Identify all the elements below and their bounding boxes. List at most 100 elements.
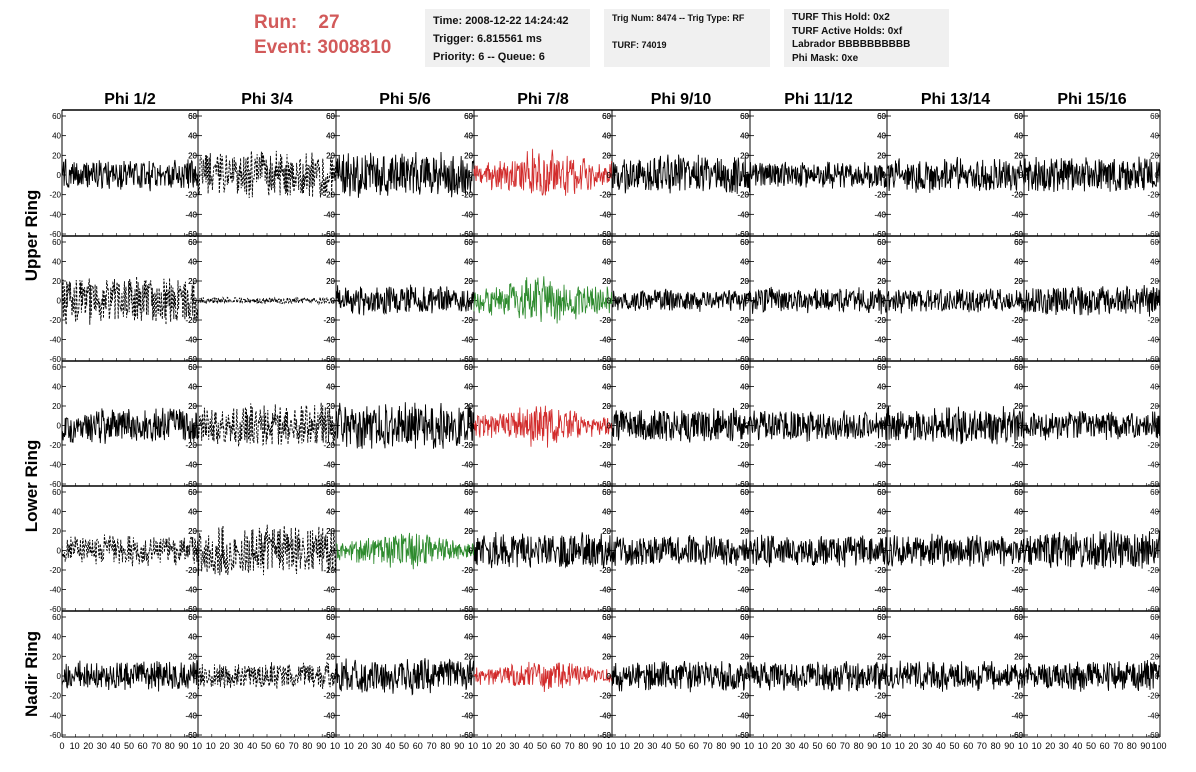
- x-tick-label: 70: [151, 741, 161, 751]
- y-tick-label: 20: [877, 151, 886, 160]
- x-tick-label: 80: [165, 741, 175, 751]
- y-tick-label: 0: [607, 297, 612, 306]
- y-tick-label: -20: [874, 441, 886, 450]
- y-tick-label: 0: [193, 171, 198, 180]
- waveform-panel: -60 -60 -40 -40 -20 -20 0 0 20 20 40 40 60 60: [323, 363, 475, 489]
- y-tick-label: 60: [1014, 238, 1023, 247]
- y-tick-label: 0: [331, 297, 336, 306]
- x-tick-label: 90: [1140, 741, 1150, 751]
- waveform-trace: [473, 148, 613, 196]
- y-tick-label: -20: [1011, 441, 1023, 450]
- y-tick-label: -60: [874, 230, 886, 239]
- y-tick-label: -40: [874, 336, 886, 345]
- y-tick-label: -60: [185, 731, 197, 740]
- y-tick-label: -60: [1147, 605, 1159, 614]
- y-tick-label: 60: [52, 238, 61, 247]
- y-tick-label: -40: [599, 461, 611, 470]
- y-tick-label: 20: [1014, 652, 1023, 661]
- y-tick-label: 20: [188, 277, 197, 286]
- y-tick-label: 20: [740, 402, 749, 411]
- y-tick-label: 60: [877, 112, 886, 121]
- y-tick-label: -20: [1147, 316, 1159, 325]
- y-tick-label: 40: [740, 508, 749, 517]
- x-tick-label: 10: [344, 741, 354, 751]
- y-tick-label: -20: [737, 441, 749, 450]
- y-tick-label: -20: [599, 191, 611, 200]
- y-tick-label: 20: [1150, 277, 1159, 286]
- waveform-panel: -60 -60 -40 -40 -20 -20 0 0 20 20 40 40 60 60: [185, 363, 337, 489]
- y-tick-label: -20: [461, 566, 473, 575]
- row-group-label: Nadir Ring: [22, 631, 41, 717]
- y-tick-label: -40: [874, 336, 886, 345]
- y-tick-label: -20: [185, 191, 197, 200]
- x-tick-label: 10: [1032, 741, 1042, 751]
- x-tick-label: 50: [124, 741, 134, 751]
- y-tick-label: -20: [1147, 441, 1159, 450]
- y-tick-label: 0: [1019, 297, 1024, 306]
- waveform-trace: [749, 410, 888, 442]
- x-tick-label: 10: [744, 741, 754, 751]
- y-tick-label: 40: [877, 258, 886, 267]
- y-tick-label: -60: [874, 480, 886, 489]
- y-tick-label: 60: [326, 363, 335, 372]
- y-tick-label: 0: [57, 672, 62, 681]
- y-tick-label: -40: [1147, 210, 1159, 219]
- y-tick-label: 20: [464, 277, 473, 286]
- y-tick-label: -60: [185, 480, 197, 489]
- y-tick-label: 20: [877, 652, 886, 661]
- y-tick-label: -20: [185, 316, 197, 325]
- y-tick-label: 60: [1150, 613, 1159, 622]
- column-header: Phi 1/2: [104, 91, 156, 108]
- x-tick-label: 10: [895, 741, 905, 751]
- y-tick-label: -40: [461, 711, 473, 720]
- y-tick-label: 60: [1014, 363, 1023, 372]
- y-tick-label: -60: [461, 355, 473, 364]
- y-tick-label: -60: [874, 605, 886, 614]
- y-tick-label: -60: [1011, 355, 1023, 364]
- y-tick-label: 40: [1014, 132, 1023, 141]
- y-tick-label: -40: [599, 210, 611, 219]
- y-tick-label: -40: [599, 336, 611, 345]
- x-tick-label: 10: [606, 741, 616, 751]
- y-tick-label: 20: [188, 402, 197, 411]
- x-tick-label: 20: [1045, 741, 1055, 751]
- x-tick-label: 70: [289, 741, 299, 751]
- y-tick-label: 60: [1014, 363, 1023, 372]
- waveform-panel: -60 -60 -40 -40 -20 -20 0 0 20 20 40 40 60 60: [874, 363, 1025, 489]
- y-tick-label: 60: [464, 112, 473, 121]
- y-tick-label: -60: [737, 605, 749, 614]
- y-tick-label: 40: [1014, 633, 1023, 642]
- y-tick-label: -40: [323, 210, 335, 219]
- x-tick-label: 60: [963, 741, 973, 751]
- y-tick-label: 0: [469, 422, 474, 431]
- y-tick-label: 60: [1150, 488, 1159, 497]
- y-tick-label: -60: [874, 355, 886, 364]
- y-tick-label: 40: [52, 633, 61, 642]
- y-tick-label: 40: [326, 633, 335, 642]
- y-tick-label: 20: [52, 527, 61, 536]
- y-tick-label: -60: [323, 605, 335, 614]
- y-tick-label: 0: [745, 672, 750, 681]
- y-tick-label: 60: [740, 613, 749, 622]
- y-tick-label: 0: [193, 547, 198, 556]
- y-tick-label: -20: [185, 316, 197, 325]
- y-tick-label: -40: [599, 586, 611, 595]
- x-tick-label: 80: [991, 741, 1001, 751]
- y-tick-label: 0: [193, 672, 198, 681]
- waveform-panel: -60 -60 -40 -40 -20 -20 0 0 20 20 40 40 60 60: [323, 488, 475, 614]
- waveform-panel: -60 -60 -40 -40 -20 -20 0 0 20 20 40 40 60 60: [49, 613, 199, 740]
- y-tick-label: -20: [1011, 191, 1023, 200]
- y-tick-label: 20: [464, 527, 473, 536]
- y-tick-label: 0: [193, 672, 198, 681]
- x-tick-label: 40: [661, 741, 671, 751]
- y-tick-label: -60: [323, 230, 335, 239]
- y-tick-label: 40: [877, 508, 886, 517]
- x-tick-label: 70: [565, 741, 575, 751]
- x-tick-label: 40: [1072, 741, 1082, 751]
- x-tick-label: 40: [110, 741, 120, 751]
- y-tick-label: -40: [737, 461, 749, 470]
- y-tick-label: 60: [602, 112, 611, 121]
- y-tick-label: 60: [188, 613, 197, 622]
- y-tick-label: 60: [877, 488, 886, 497]
